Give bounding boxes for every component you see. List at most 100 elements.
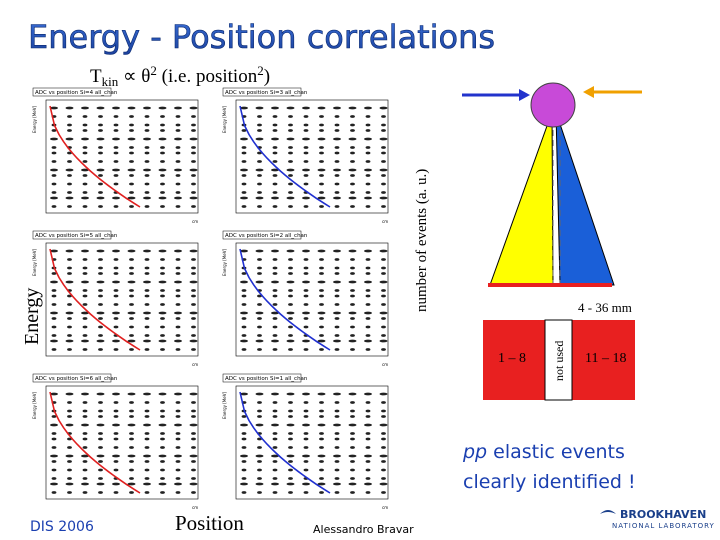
data-dot <box>365 258 371 261</box>
data-dot <box>348 311 357 315</box>
data-dot <box>334 151 340 155</box>
data-dot <box>98 151 103 155</box>
data-dot <box>303 123 309 127</box>
plot-y-label: Energy [MeV] <box>222 106 227 133</box>
data-dot <box>365 325 371 329</box>
data-dot <box>98 303 103 306</box>
data-dot <box>348 168 357 172</box>
data-dot <box>302 311 310 315</box>
data-dot <box>334 123 340 127</box>
data-dot <box>240 339 248 343</box>
data-dot <box>189 196 198 200</box>
data-dot <box>129 266 134 270</box>
data-dot <box>381 460 386 463</box>
data-dot <box>272 348 278 351</box>
data-dot <box>303 303 309 306</box>
data-dot <box>51 191 57 194</box>
plot-frame <box>45 99 199 214</box>
data-dot <box>257 191 262 194</box>
data-dot <box>65 423 74 427</box>
yellow-cone <box>489 111 554 286</box>
data-dot <box>144 266 150 270</box>
data-dot <box>319 205 324 208</box>
data-dot <box>255 311 264 315</box>
data-dot <box>191 437 196 441</box>
data-dot <box>271 454 279 458</box>
data-dot <box>51 415 57 418</box>
data-dot <box>334 115 340 118</box>
data-dot <box>241 146 247 149</box>
data-dot <box>144 409 150 413</box>
data-dot <box>364 423 372 427</box>
data-dot <box>98 205 103 208</box>
data-dot <box>272 266 278 270</box>
data-dot <box>175 303 181 306</box>
data-dot <box>288 258 293 261</box>
data-dot <box>127 311 136 315</box>
data-dot <box>82 415 88 418</box>
data-dot <box>381 477 386 480</box>
data-dot <box>191 205 196 208</box>
data-dot <box>160 115 165 118</box>
data-dot <box>241 294 247 298</box>
data-dot <box>348 423 357 427</box>
data-dot <box>113 317 119 320</box>
data-dot <box>240 106 248 110</box>
data-dot <box>67 205 72 208</box>
data-dot <box>191 334 196 337</box>
data-dot <box>348 106 357 110</box>
data-dot <box>257 258 262 261</box>
data-dot <box>67 272 72 275</box>
data-dot <box>319 348 324 351</box>
data-dot <box>272 205 278 208</box>
data-dot <box>381 415 386 418</box>
data-dot <box>333 339 341 343</box>
data-dot <box>82 272 88 275</box>
data-dot <box>240 423 248 427</box>
data-dot <box>302 454 310 458</box>
data-dot <box>160 266 165 270</box>
data-dot <box>317 339 326 343</box>
data-dot <box>160 432 165 435</box>
data-dot <box>129 272 134 275</box>
data-dot <box>98 460 103 463</box>
data-dot <box>257 334 262 337</box>
subtitle-part: T <box>90 66 102 87</box>
data-dot <box>381 294 386 298</box>
data-dot <box>334 160 340 163</box>
data-dot <box>98 401 103 404</box>
data-dot <box>160 258 165 261</box>
data-dot <box>286 168 295 172</box>
data-dot <box>129 146 134 149</box>
data-dot <box>381 432 386 435</box>
data-dot <box>333 168 341 172</box>
data-dot <box>189 249 198 253</box>
author: Alessandro Bravar <box>313 523 414 536</box>
data-dot <box>240 392 248 396</box>
data-dot <box>365 205 371 208</box>
data-dot <box>67 446 72 449</box>
plot-y-label: Energy [MeV] <box>32 392 37 419</box>
data-dot <box>51 294 57 298</box>
data-dot <box>257 123 262 127</box>
data-dot <box>98 115 103 118</box>
arrow-head <box>519 89 530 101</box>
data-dot <box>129 348 134 351</box>
data-dot <box>51 205 57 208</box>
data-dot <box>381 123 386 127</box>
data-dot <box>191 174 196 177</box>
plot-x-label: cm <box>382 505 388 510</box>
data-dot <box>160 289 165 292</box>
data-dot <box>381 325 386 329</box>
plot-frame <box>45 385 199 500</box>
data-dot <box>65 280 74 284</box>
data-dot <box>191 491 196 494</box>
data-dot <box>81 249 89 253</box>
data-dot <box>158 454 167 458</box>
data-dot <box>144 348 150 351</box>
data-dot <box>67 129 72 132</box>
data-dot <box>67 334 72 337</box>
data-dot <box>240 249 248 253</box>
data-dot <box>144 460 150 463</box>
data-dot <box>303 115 309 118</box>
